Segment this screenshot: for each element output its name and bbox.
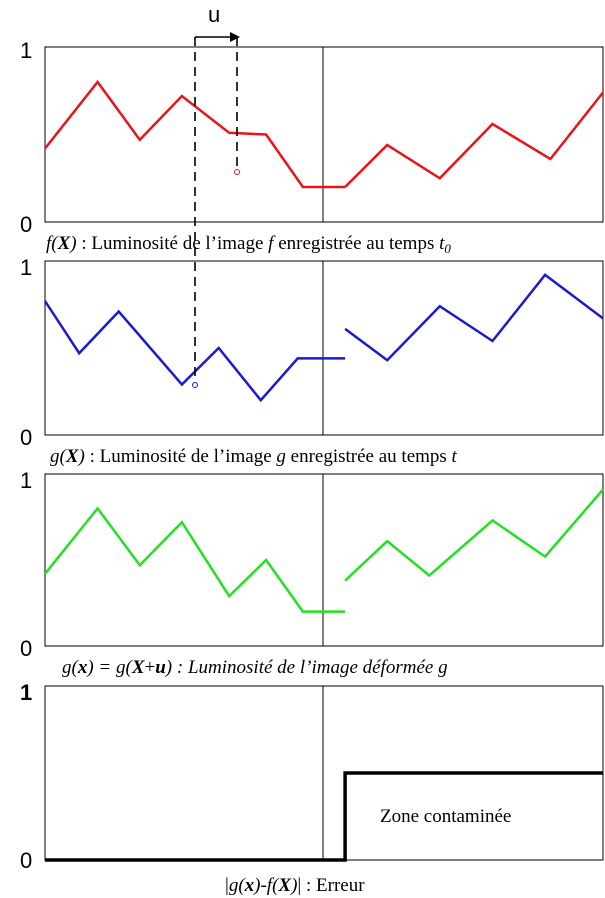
err-y-bottom-label: 0 (20, 848, 32, 873)
panel-frames (44, 46, 604, 861)
err-series-1 (45, 771, 603, 862)
f-series-1 (44, 79, 346, 189)
gx-series-2 (344, 488, 604, 582)
g-y-bottom-label: 0 (20, 425, 32, 450)
gx-panel-frame (44, 473, 604, 647)
u-arrow-head-icon (230, 32, 240, 42)
g-sample-point (192, 382, 198, 388)
f-panel-frame (44, 46, 604, 223)
g-panel-frame (44, 260, 604, 436)
gx-caption: g(x) = g(X+u) : Luminosité de l’image dé… (62, 657, 448, 678)
g-caption: g(X) : Luminosité de l’image g enregistr… (50, 446, 458, 467)
f-sample-point (234, 169, 240, 175)
g-series-1 (43, 300, 346, 403)
gx-y-bottom-label: 0 (20, 636, 32, 661)
f-y-bottom-label: 0 (20, 212, 32, 237)
err-caption: |g(x)-f(X)| : Erreur (225, 875, 365, 896)
zone-contaminee-label: Zone contaminée (380, 806, 511, 827)
gx-y-top-label: 1 (20, 468, 32, 493)
u-marker: u (192, 2, 240, 388)
f-series-2 (344, 91, 604, 188)
g-series-2 (344, 273, 604, 362)
g-y-top-label: 1 (20, 255, 32, 280)
f-caption: f(X) : Luminosité de l’image f enregistr… (46, 233, 451, 256)
err-y-top-label: 1 (20, 680, 32, 705)
u-label: u (208, 2, 220, 27)
gx-series-1 (44, 506, 346, 613)
signal-lines (43, 79, 604, 862)
f-y-top-label: 1 (20, 38, 32, 63)
